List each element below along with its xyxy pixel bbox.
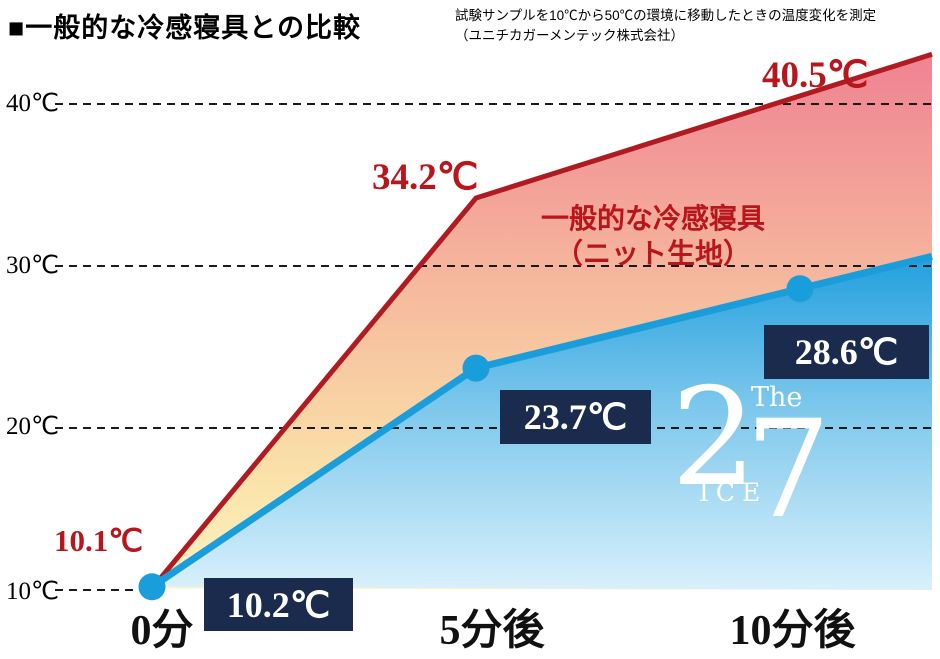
data-label-red-0min: 10.1℃	[54, 523, 144, 558]
note-line-1: 試験サンプルを10℃から50℃の環境に移動したときの温度変化を測定	[455, 8, 877, 23]
logo-ice-text: ICE	[699, 478, 768, 507]
y-axis-label-40c: 40℃	[6, 90, 60, 117]
data-label-red-5min: 34.2℃	[372, 157, 479, 198]
red-series-label-line1: 一般的な冷感寝具	[540, 204, 765, 235]
logo-the-text: The	[751, 382, 803, 413]
test-method-note: 試験サンプルを10℃から50℃の環境に移動したときの温度変化を測定 （ユニチカガ…	[455, 6, 876, 45]
note-line-2: （ユニチカガーメンテック株式会社）	[455, 27, 684, 43]
the27ice-logo: 2 7 The ICE	[665, 370, 831, 570]
red-series-label-line2: （ニット生地）	[554, 239, 751, 270]
data-label-red-10min: 40.5℃	[762, 55, 869, 96]
y-axis-label-20c: 20℃	[6, 413, 60, 440]
y-axis-label-30c: 30℃	[6, 252, 60, 279]
x-axis-label-5min: 5分後	[439, 608, 545, 654]
data-label-blue-0min: 10.2℃	[204, 578, 353, 631]
logo-digit-2: 2	[671, 359, 757, 516]
x-axis-label-0min: 0分	[130, 608, 194, 654]
x-axis-label-10min: 10分後	[729, 608, 856, 654]
data-label-blue-10min: 28.6℃	[764, 325, 929, 379]
data-label-blue-5min: 23.7℃	[500, 390, 651, 444]
red-series-label: 一般的な冷感寝具 （ニット生地）	[503, 202, 803, 272]
page-title: ■一般的な冷感寝具との比較	[8, 13, 362, 43]
logo-digit-7: 7	[745, 391, 831, 548]
y-axis-label-10c: 10℃	[6, 578, 60, 605]
